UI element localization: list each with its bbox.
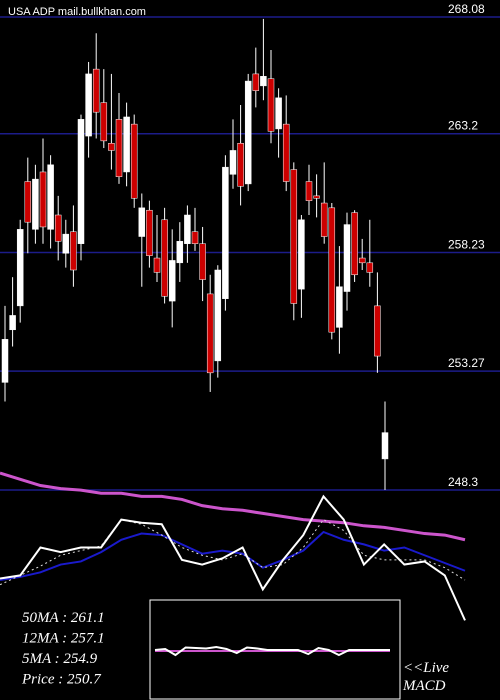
live-label: <<Live [403, 660, 449, 676]
candle-body [275, 97, 282, 130]
candle-body [381, 432, 389, 460]
candle-body [199, 243, 206, 280]
candle-body [229, 150, 237, 175]
candle-body [343, 224, 351, 292]
y-tick-label: 268.08 [448, 2, 485, 16]
candle-body [77, 119, 85, 244]
candle-body [16, 229, 24, 307]
candle-body [320, 202, 328, 237]
series-line [0, 494, 466, 621]
candle-body [54, 214, 62, 242]
candle-body [366, 262, 374, 273]
candle-body [70, 231, 77, 271]
candle-body [267, 78, 275, 132]
candle-body [214, 269, 222, 362]
candle-body [298, 219, 305, 290]
candle-body [290, 169, 298, 304]
candle-body [168, 260, 176, 302]
candle-body [9, 315, 16, 331]
candle-body [374, 305, 381, 357]
candle-body [153, 257, 161, 273]
series-line [0, 471, 466, 542]
candle-body [351, 212, 358, 276]
macd-label: MACD [402, 678, 446, 694]
candle-body [237, 143, 244, 187]
candle-body [161, 219, 168, 297]
candle-body [328, 207, 336, 333]
legend-text: 12MA : 257.1 [22, 631, 105, 647]
candle-body [358, 257, 366, 264]
legend-text: Price : 250.7 [21, 672, 102, 688]
candle-body [252, 73, 260, 91]
candle-body [100, 102, 108, 142]
candle-body [206, 293, 214, 374]
candle-body [130, 123, 138, 199]
chart-title: USA ADP mail.bullkhan.com [8, 6, 146, 18]
candle-body [138, 207, 146, 237]
candle-body [85, 73, 92, 137]
legend-text: 5MA : 254.9 [22, 651, 98, 667]
candle-body [260, 76, 267, 87]
candle-body [222, 166, 229, 299]
candle-body [92, 68, 100, 113]
candle-body [191, 231, 199, 244]
candle-body [62, 233, 70, 254]
y-tick-label: 258.23 [448, 238, 485, 252]
candle-body [115, 119, 123, 177]
candle-body [305, 181, 313, 201]
candle-body [244, 80, 252, 185]
candle-body [313, 195, 320, 199]
y-tick-label: 253.27 [448, 356, 485, 370]
candle-body [32, 178, 39, 230]
candle-body [24, 181, 32, 223]
candle-body [176, 241, 184, 264]
legend-text: 50MA : 261.1 [22, 610, 105, 626]
candle-body [184, 214, 191, 244]
candle-body [336, 286, 343, 328]
candle-body [47, 164, 54, 230]
candle-body [282, 123, 290, 182]
y-tick-label: 263.2 [448, 119, 478, 133]
y-tick-label: 248.3 [448, 475, 478, 489]
candle-body [123, 116, 130, 173]
series-line [154, 645, 390, 657]
candle-body [39, 171, 47, 228]
candle-body [146, 209, 153, 256]
candle-body [108, 143, 115, 151]
candle-body [1, 339, 9, 383]
